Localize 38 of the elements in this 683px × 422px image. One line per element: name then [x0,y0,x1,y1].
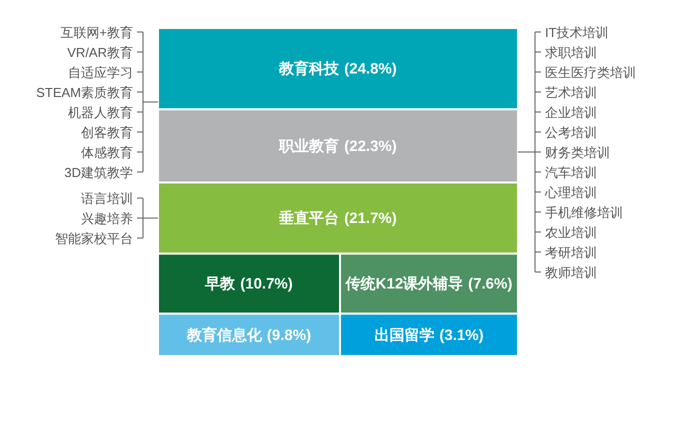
data-label: (7.6%) [468,276,512,293]
text: IT技术培训 [545,25,609,40]
text: 医生医疗类培训 [545,65,636,80]
text: 心理培训 [545,185,597,200]
text: 财务类培训 [545,145,610,160]
category-label: 早教 [204,276,236,293]
text: 艺术培训 [545,85,597,100]
text: STEAM素质教育 [36,85,133,100]
data-label: (3.1%) [439,326,484,344]
text: 语言培训 [81,191,133,206]
text: 企业培训 [545,105,597,120]
data-label: (21.7%) [344,210,397,228]
text: 创客教育 [81,125,133,140]
category-label: 教育科技 [278,60,340,78]
text: 体感教育 [81,145,133,160]
category-label: 职业教育 [278,136,340,155]
text: VR/AR教育 [67,45,133,60]
category-label: 教育信息化 [186,326,263,344]
data-label: (22.3%) [344,138,397,155]
category-label: 出国留学 [374,326,434,344]
text: 农业培训 [545,225,597,240]
text: 机器人教育 [68,105,133,120]
category-label: 垂直平台 [278,210,340,228]
text: 3D建筑教学 [64,165,133,180]
text: 兴趣培养 [81,211,133,226]
text: 教师培训 [545,265,597,280]
data-label: (10.7%) [240,276,293,293]
text: 求职培训 [545,45,597,60]
text: 互联网+教育 [60,25,133,40]
text: 手机维修培训 [545,205,623,220]
text: 智能家校平台 [55,231,133,246]
data-label: (24.8%) [344,60,397,78]
text: 考研培训 [545,245,597,260]
text: 公考培训 [545,125,597,140]
text: 自适应学习 [68,65,133,80]
category-label: 传统K12课外辅导 [344,276,464,293]
data-label: (9.8%) [266,326,312,344]
text: 汽车培训 [545,165,597,180]
